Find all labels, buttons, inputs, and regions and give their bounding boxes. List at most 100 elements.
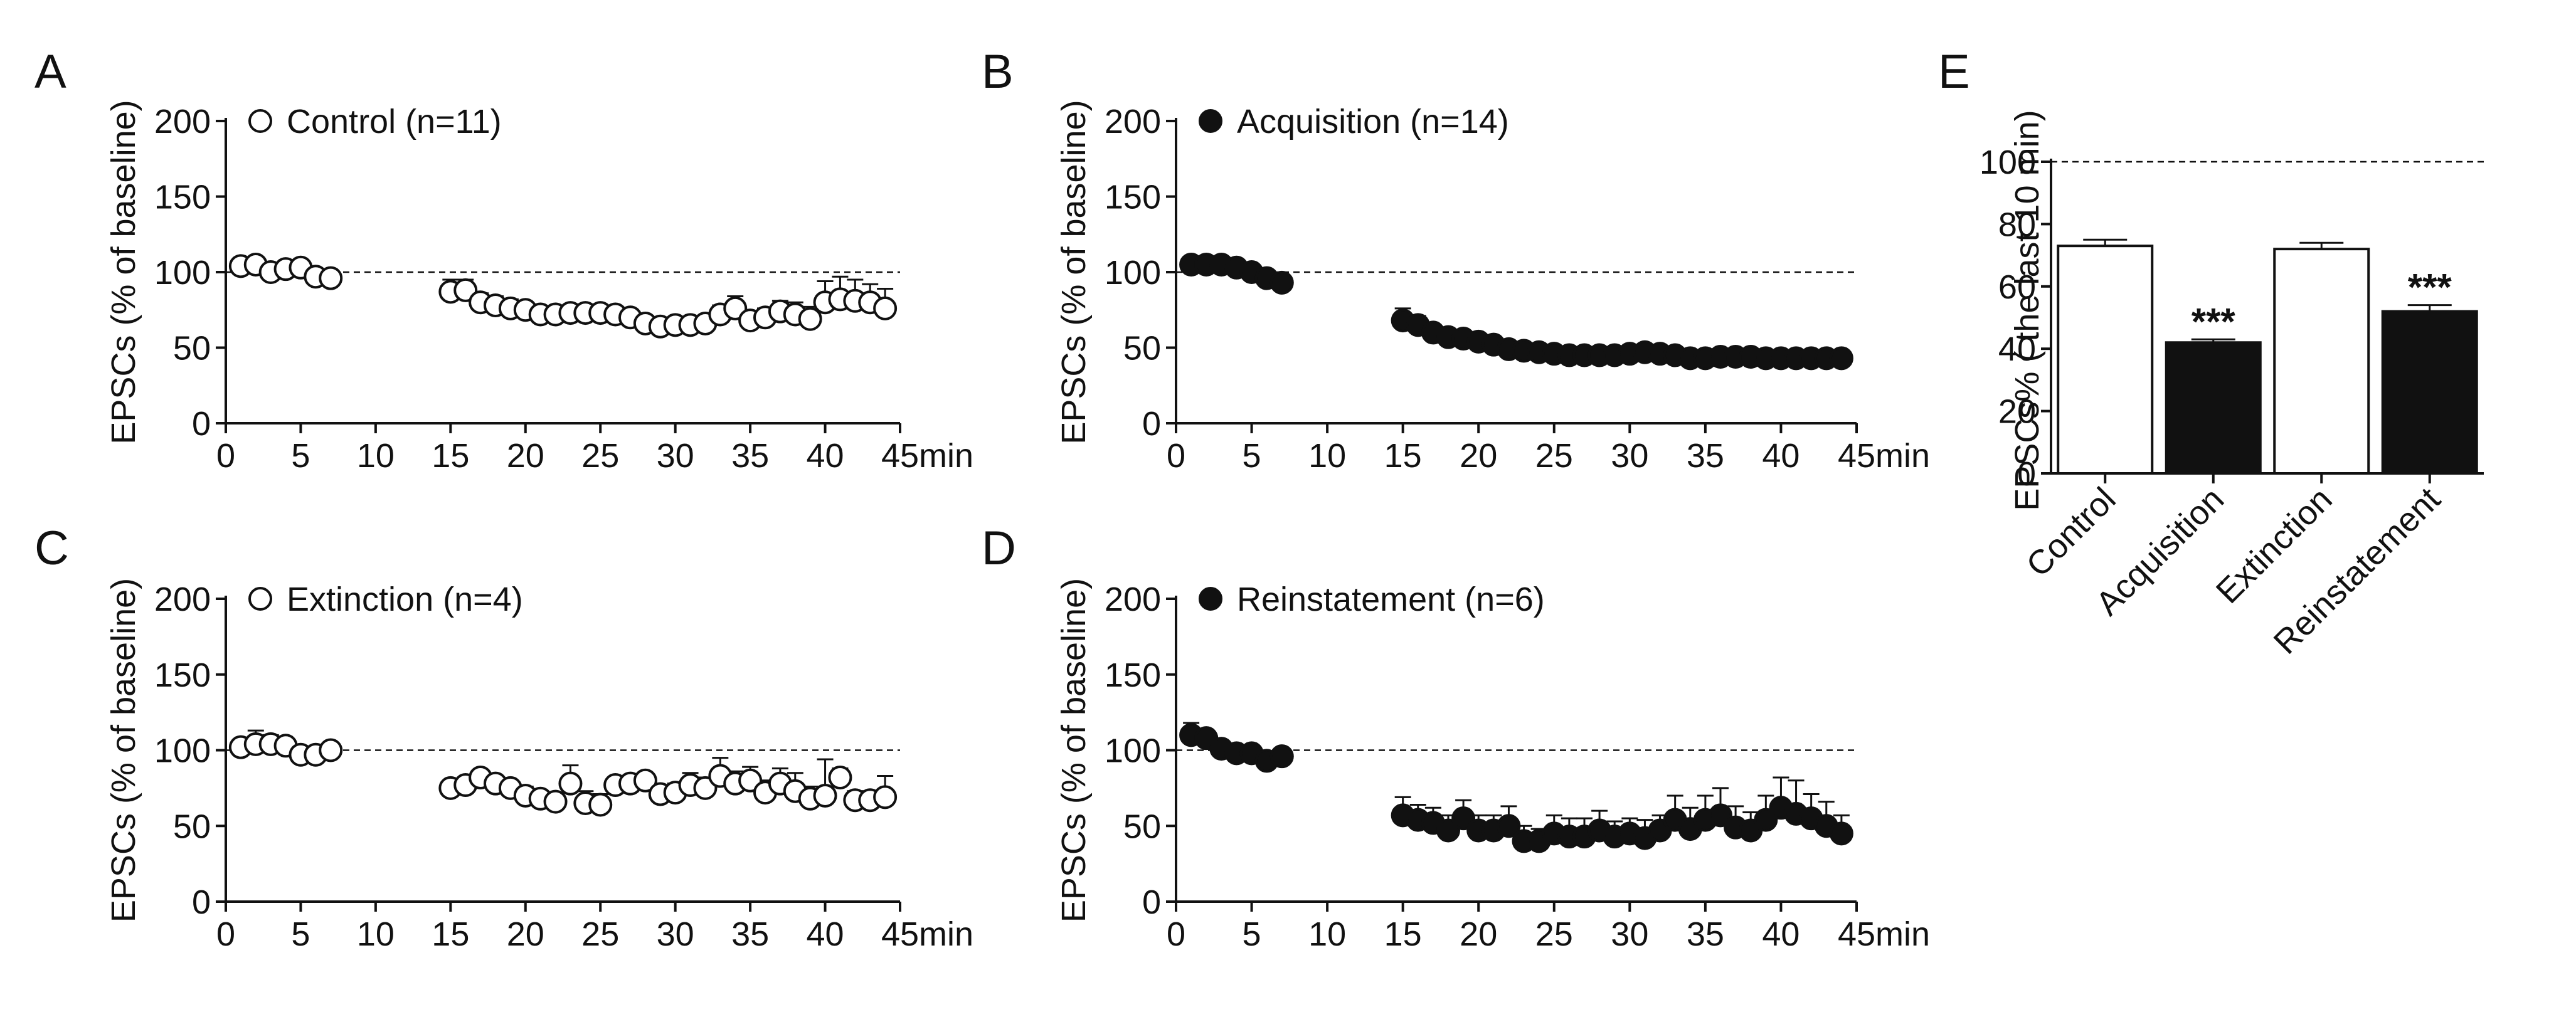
data-point (828, 765, 852, 789)
x-tick-label: 0 (1167, 437, 1185, 475)
x-tick-label: 10 (1308, 437, 1346, 475)
y-tick-label: 0 (192, 405, 211, 443)
y-tick-label: 150 (1105, 179, 1161, 216)
x-tick-label: 15 (432, 437, 469, 475)
x-tick-label: 45 (881, 915, 919, 953)
x-tick-label: 20 (507, 437, 544, 475)
y-axis-title: EPSCs% ( the last 10 min) (2008, 110, 2046, 510)
y-tick-label: 150 (154, 656, 211, 694)
x-tick-label: 20 (1460, 915, 1497, 953)
x-tick-label: 10 (1308, 915, 1346, 953)
y-tick-label: 100 (1105, 254, 1161, 292)
data-point (873, 785, 898, 809)
significance-marker: *** (2408, 266, 2452, 308)
data-point (873, 296, 898, 320)
legend-label: Reinstatement (n=6) (1237, 581, 1545, 618)
y-tick-label: 100 (154, 254, 211, 292)
x-tick-label: 10 (357, 915, 395, 953)
panel-A: A 0 50 100 150 200 0 5 10 15 20 25 30 35 40 45 min EPSCs … (34, 45, 973, 475)
y-tick-label: 50 (173, 808, 211, 845)
x-tick-label: 15 (432, 915, 469, 953)
x-tick-label: 45 (881, 437, 919, 475)
panel-letter: E (1938, 45, 1970, 98)
y-tick-label: 0 (1142, 405, 1161, 443)
bar-extinction (2273, 248, 2370, 475)
x-tick-label: 10 (357, 437, 395, 475)
data-point (1497, 814, 1521, 838)
y-tick-label: 200 (154, 581, 211, 618)
y-tick-label: 80 (1998, 206, 2036, 243)
y-axis-title: EPSCs (% of baseline) (105, 100, 142, 444)
y-tick-label: 100 (1980, 144, 2036, 181)
y-tick-label: 40 (1998, 330, 2036, 368)
x-tick-label: 40 (1762, 915, 1799, 953)
y-tick-label: 100 (154, 732, 211, 770)
x-tick-label: 15 (1384, 437, 1422, 475)
bar-acquisition (2165, 341, 2262, 475)
x-tick-label: 35 (1687, 915, 1724, 953)
x-tick-label: 40 (807, 915, 844, 953)
y-axis-title: EPSCs (% of baseline) (1055, 100, 1093, 444)
y-tick-label: 60 (1998, 268, 2036, 306)
x-unit-label: min (1875, 915, 1930, 953)
x-unit-label: min (919, 437, 973, 475)
legend-marker (248, 587, 272, 611)
y-tick-label: 50 (1123, 808, 1161, 845)
y-tick-label: 150 (1105, 656, 1161, 694)
x-tick-label: 30 (1611, 437, 1648, 475)
y-axis-title: EPSCs (% of baseline) (1055, 578, 1093, 922)
panel-letter: A (34, 45, 66, 98)
legend-marker (248, 109, 272, 133)
panel-D: D 0 50 100 150 200 0 5 10 15 20 25 30 35 40 45 min EPSCs … (982, 522, 1930, 953)
x-tick-label: 45 (1838, 915, 1875, 953)
data-point (633, 768, 657, 793)
y-tick-label: 200 (1105, 581, 1161, 618)
y-tick-label: 200 (154, 103, 211, 140)
y-tick-label: 50 (173, 330, 211, 367)
data-point (1269, 270, 1294, 295)
x-tick-label: 5 (291, 915, 310, 953)
legend-label: Extinction (n=4) (287, 581, 523, 618)
legend-marker (1199, 587, 1222, 611)
data-point (1269, 744, 1294, 769)
x-tick-label: 0 (1167, 915, 1185, 953)
data-point (1829, 346, 1853, 371)
y-tick-label: 200 (1105, 103, 1161, 140)
x-tick-label: 30 (657, 915, 694, 953)
panel-C: C 0 50 100 150 200 0 5 10 15 20 25 30 35 40 45 min EPSCs … (34, 522, 973, 953)
data-point (558, 771, 583, 796)
data-point (319, 738, 343, 762)
x-tick-label: 20 (1460, 437, 1497, 475)
bar-control (2057, 245, 2154, 475)
data-point (798, 307, 822, 331)
x-tick-label: 15 (1384, 915, 1422, 953)
x-unit-label: min (919, 915, 973, 953)
y-tick-label: 150 (154, 179, 211, 216)
data-point (813, 783, 837, 808)
x-unit-label: min (1875, 437, 1930, 475)
x-tick-label: 35 (731, 915, 769, 953)
y-tick-label: 0 (1142, 883, 1161, 921)
x-tick-label: 35 (1687, 437, 1724, 475)
x-tick-label: 30 (657, 437, 694, 475)
data-point (588, 793, 613, 817)
x-tick-label: 25 (1535, 915, 1573, 953)
x-tick-label: 25 (1535, 437, 1573, 475)
x-tick-label: 0 (216, 915, 235, 953)
panel-letter: C (34, 522, 69, 575)
significance-marker: *** (2192, 300, 2236, 342)
legend-marker (1199, 109, 1222, 133)
x-tick-label: 45 (1838, 437, 1875, 475)
legend-label: Acquisition (n=14) (1237, 103, 1509, 140)
x-tick-label: 20 (507, 915, 544, 953)
y-tick-label: 100 (1105, 732, 1161, 770)
x-tick-label: 5 (291, 437, 310, 475)
x-tick-label: 35 (731, 437, 769, 475)
panel-B: B 0 50 100 150 200 0 5 10 15 20 25 30 35 40 45 min EPSCs … (982, 45, 1930, 475)
y-tick-label: 20 (1998, 393, 2036, 431)
x-tick-label: 40 (807, 437, 844, 475)
data-point (543, 789, 568, 814)
data-point (319, 266, 343, 290)
panel-letter: D (982, 522, 1016, 575)
